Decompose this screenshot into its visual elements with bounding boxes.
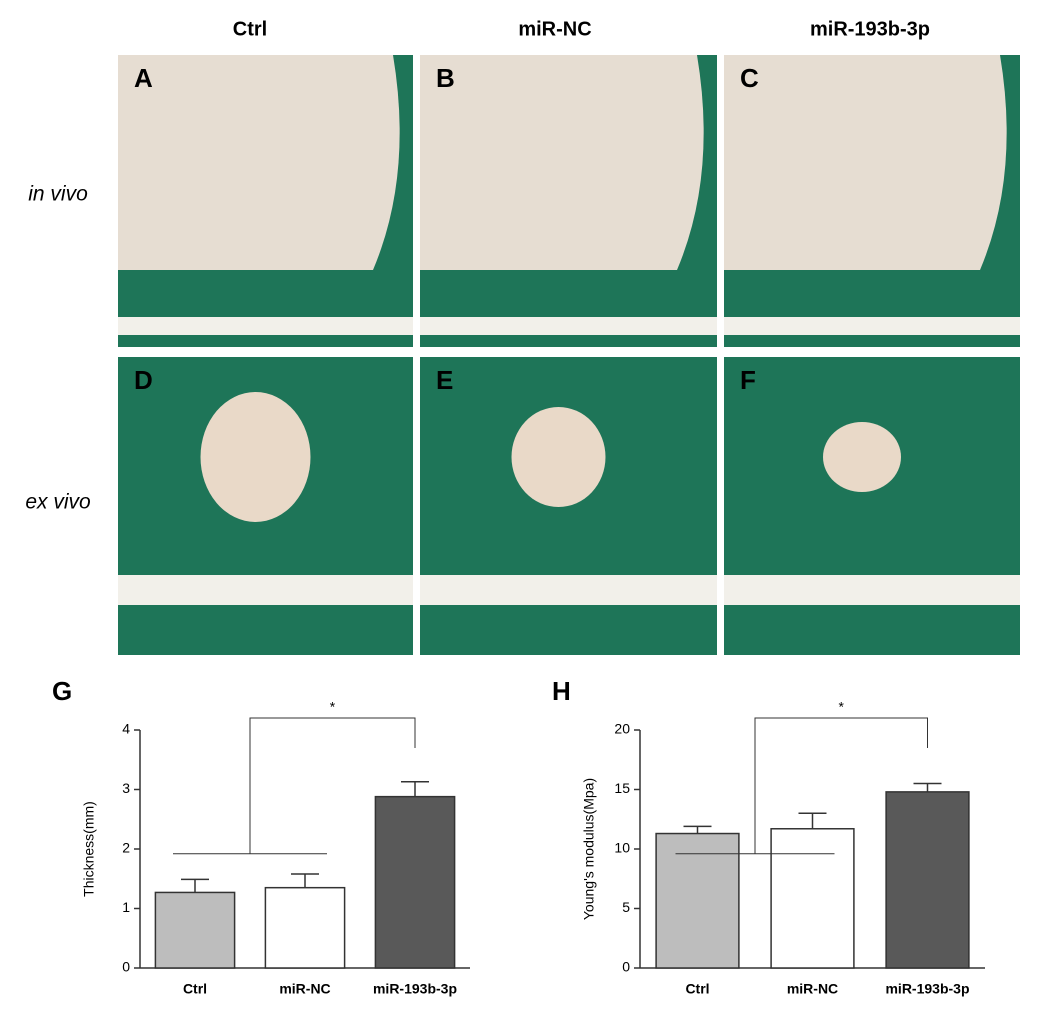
tumor [200, 392, 311, 522]
significance: * [330, 699, 336, 715]
y-tick-label: 20 [614, 721, 630, 737]
x-tick-label: miR-193b-3p [373, 981, 457, 997]
y-tick-label: 3 [122, 780, 130, 796]
bracket [754, 717, 928, 854]
x-tick-label: Ctrl [685, 981, 709, 997]
y-tick-label: 0 [622, 959, 630, 975]
charts: G Thickness(mm) 0 1 2 3 4 Ctrl miR-NC miR-193b-3p… [52, 676, 985, 997]
bar [264, 886, 346, 969]
column-header: miR-NC [518, 18, 591, 40]
y-tick-label: 2 [122, 840, 130, 856]
y-tick-label: 10 [614, 840, 630, 856]
ruler [118, 317, 413, 335]
row-label: in vivo [28, 183, 88, 206]
x-tick-label: miR-193b-3p [885, 981, 969, 997]
photo-grid: A B C D E F [118, 55, 1020, 655]
y-tick-label: 4 [122, 721, 130, 737]
panel-letter: H [552, 676, 571, 706]
y-tick-label: 15 [614, 780, 630, 796]
bar [885, 791, 970, 969]
row-label: ex vivo [25, 491, 91, 514]
x-tick-label: Ctrl [183, 981, 207, 997]
bar [374, 795, 456, 969]
ruler [420, 317, 717, 335]
ruler [724, 317, 1020, 335]
mouse [118, 55, 400, 270]
x-tick-label: miR-NC [787, 981, 838, 997]
y-tick-label: 0 [122, 959, 130, 975]
panel-letter: D [134, 365, 153, 395]
mouse [420, 55, 704, 270]
column-header: Ctrl [233, 18, 267, 40]
tumor [823, 422, 901, 492]
column-header: miR-193b-3p [810, 18, 930, 40]
significance: * [839, 699, 845, 715]
y-axis-label: Thickness(mm) [81, 801, 97, 897]
x-tick-label: miR-NC [279, 981, 330, 997]
bar [655, 832, 740, 969]
ruler [724, 575, 1020, 605]
photo [420, 357, 717, 655]
panel-letter: F [740, 365, 756, 395]
ruler [420, 575, 717, 605]
panel-letter: E [436, 365, 453, 395]
y-tick-label: 1 [122, 899, 130, 915]
y-axis-label: Young's modulus(Mpa) [581, 778, 597, 920]
tumor [511, 407, 606, 507]
bar [154, 891, 236, 969]
panel-letter: A [134, 63, 153, 93]
panel-letter: G [52, 676, 72, 706]
mouse [724, 55, 1007, 270]
bracket [249, 717, 416, 854]
photo [724, 357, 1020, 655]
ruler [118, 575, 413, 605]
bar [770, 828, 855, 969]
y-tick-label: 5 [622, 899, 630, 915]
panel-letter: B [436, 63, 455, 93]
panel-letter: C [740, 63, 759, 93]
